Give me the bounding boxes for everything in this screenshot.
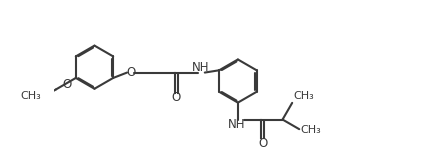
Text: O: O [62,78,71,91]
Text: CH₃: CH₃ [20,91,40,101]
Text: CH₃: CH₃ [292,91,313,101]
Text: CH₃: CH₃ [300,125,321,135]
Text: NH: NH [192,61,209,75]
Text: O: O [257,137,267,150]
Text: O: O [126,66,135,79]
Text: NH: NH [228,118,245,131]
Text: O: O [171,92,181,104]
